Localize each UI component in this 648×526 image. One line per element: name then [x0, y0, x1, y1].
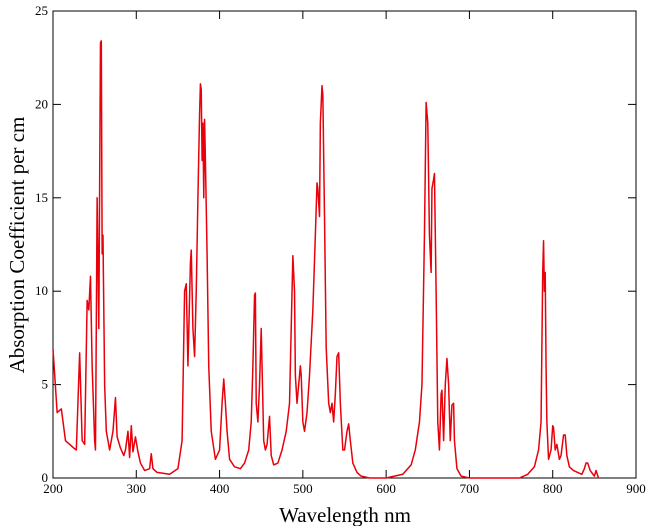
x-tick-label: 200 — [43, 481, 63, 496]
y-tick-label: 10 — [35, 283, 48, 298]
y-tick-label: 5 — [42, 377, 49, 392]
x-tick-label: 300 — [127, 481, 147, 496]
y-tick-label: 25 — [35, 3, 48, 18]
x-axis-label: Wavelength nm — [279, 503, 411, 526]
y-tick-label: 15 — [35, 190, 48, 205]
plot-frame — [52, 10, 637, 479]
spectrum-line — [52, 40, 600, 479]
x-tick-label: 900 — [626, 481, 646, 496]
y-tick-label: 0 — [42, 470, 49, 485]
x-tick-label: 600 — [376, 481, 396, 496]
x-tick-label: 700 — [460, 481, 480, 496]
y-axis-label: Absorption Coefficient per cm — [5, 117, 29, 374]
x-tick-label: 800 — [543, 481, 563, 496]
y-tick-label: 20 — [35, 96, 48, 111]
x-tick-label: 500 — [293, 481, 313, 496]
x-tick-label: 400 — [210, 481, 230, 496]
